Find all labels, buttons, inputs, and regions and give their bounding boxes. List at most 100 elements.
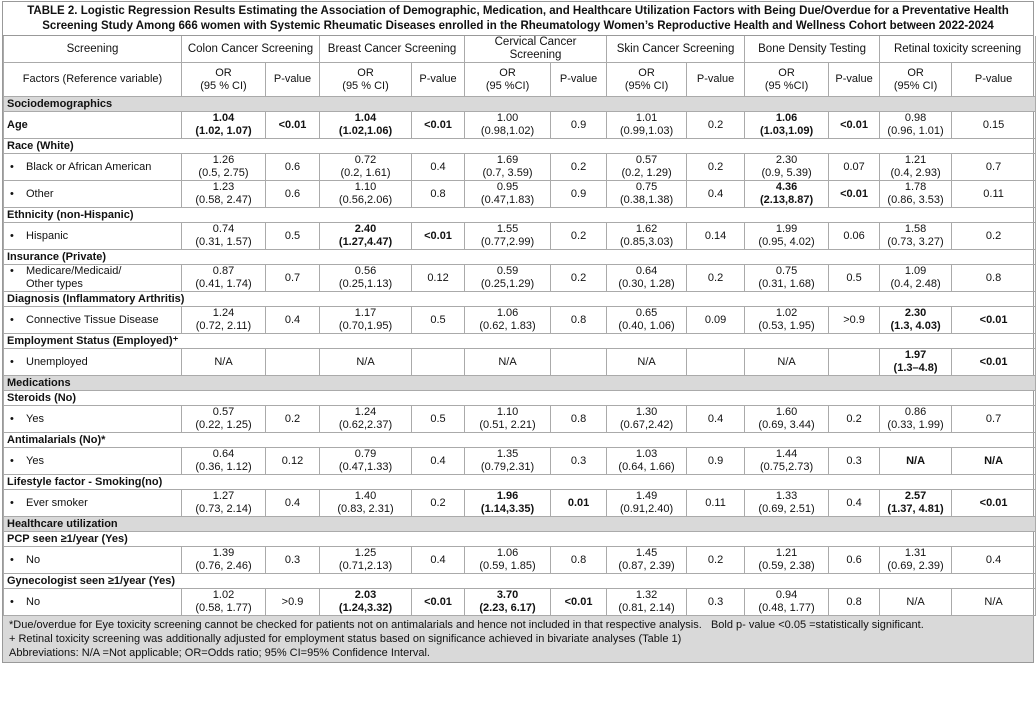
- p-value: 0.8: [570, 313, 587, 326]
- p-cell: 0.8: [411, 180, 466, 208]
- odds-ratio: N/A: [637, 355, 656, 368]
- p-value: <0.01: [278, 118, 307, 131]
- confidence-interval: (0.59, 1.85): [479, 560, 536, 572]
- p-value: 0.3: [846, 454, 862, 467]
- confidence-interval: (0.47,1.33): [338, 461, 393, 473]
- or-cell: 1.78 (0.86, 3.53): [879, 180, 953, 208]
- subsection-row: Lifestyle factor - Smoking(no): [2, 474, 1036, 490]
- odds-ratio: 0.72: [354, 154, 377, 166]
- p-value: 0.4: [985, 553, 1002, 566]
- odds-ratio: 1.40: [354, 490, 377, 502]
- group-header: Cervical Cancer Screening: [464, 36, 608, 63]
- confidence-interval: (0.62, 1.83): [479, 320, 536, 332]
- p-value: 0.5: [430, 313, 446, 326]
- odds-ratio: 1.02: [212, 589, 235, 601]
- p-cell: 0.4: [686, 405, 746, 433]
- p-cell: 0.01: [550, 489, 608, 517]
- p-value: 0.7: [284, 271, 301, 284]
- or-cell: N/A: [464, 348, 552, 376]
- or-cell: 0.59 (0.25,1.29): [464, 264, 552, 292]
- confidence-interval: (0.58, 2.47): [195, 194, 252, 206]
- odds-ratio: 1.09: [904, 265, 927, 277]
- confidence-interval: (0.62,2.37): [338, 419, 393, 431]
- confidence-interval: (0.2, 1.61): [340, 167, 391, 179]
- or-header: OR (95 %CI): [744, 62, 830, 97]
- subsection-row: PCP seen ≥1/year (Yes): [2, 531, 1036, 547]
- item-row: Age 1.04 (1.02, 1.07) <0.01 1.04 (1.02,1.06) <…: [3, 111, 1036, 139]
- p-cell: 0.06: [828, 222, 881, 250]
- p-cell: 0.5: [264, 222, 321, 250]
- p-cell: 0.15: [951, 111, 1036, 139]
- odds-ratio: 1.10: [354, 181, 377, 193]
- p-value: 0.7: [985, 412, 1002, 425]
- p-value: <0.01: [424, 118, 452, 131]
- or-cell: 0.57 (0.2, 1.29): [606, 153, 688, 181]
- row-label: No: [3, 588, 182, 616]
- odds-ratio: 0.57: [635, 154, 658, 166]
- confidence-interval: (0.77,2.99): [480, 236, 535, 248]
- or-cell: 2.57 (1.37, 4.81): [879, 489, 953, 517]
- p-cell: [828, 348, 881, 376]
- group-header: Skin Cancer Screening: [606, 36, 746, 63]
- section-row: Healthcare utilization: [2, 516, 1036, 532]
- p-cell: 0.09: [686, 306, 746, 334]
- or-cell: 0.72 (0.2, 1.61): [319, 153, 413, 181]
- confidence-interval: (2.13,8.87): [759, 194, 814, 206]
- p-cell: [411, 348, 466, 376]
- p-value: 0.4: [707, 187, 724, 200]
- odds-ratio: 1.35: [496, 448, 519, 460]
- p-cell: 0.12: [411, 264, 466, 292]
- p-header: P-value: [550, 62, 608, 97]
- confidence-interval: (0.71,2.13): [338, 560, 393, 572]
- p-cell: 0.3: [264, 546, 321, 574]
- or-cell: 1.06 (0.62, 1.83): [464, 306, 552, 334]
- odds-ratio: 0.64: [212, 448, 235, 460]
- odds-ratio: N/A: [777, 355, 796, 368]
- or-cell: 1.06 (0.59, 1.85): [464, 546, 552, 574]
- p-cell: N/A: [951, 447, 1036, 475]
- or-cell: 0.94 (0.48, 1.77): [744, 588, 830, 616]
- odds-ratio: 1.10: [496, 406, 519, 418]
- or-cell: 1.40 (0.83, 2.31): [319, 489, 413, 517]
- or-cell: 1.60 (0.69, 3.44): [744, 405, 830, 433]
- p-value: 0.01: [567, 496, 590, 509]
- odds-ratio: 1.44: [775, 448, 798, 460]
- p-value: <0.01: [979, 355, 1008, 368]
- p-value: 0.2: [707, 553, 724, 566]
- item-row: No1.02(0.58, 1.77)>0.92.03(1.24,3.32)<0.…: [3, 588, 1036, 616]
- p-value: 0.6: [284, 160, 301, 173]
- or-cell: 1.44 (0.75,2.73): [744, 447, 830, 475]
- confidence-interval: (1.03,1.09): [759, 125, 814, 137]
- confidence-interval: (1.02,1.06): [338, 125, 393, 137]
- p-value: 0.2: [846, 412, 862, 425]
- p-value: <0.01: [840, 187, 868, 200]
- odds-ratio: 0.86: [904, 406, 927, 418]
- p-value: 0.9: [570, 118, 587, 131]
- p-cell: <0.01: [951, 489, 1036, 517]
- p-value: 0.4: [430, 160, 446, 173]
- confidence-interval: (0.31, 1.68): [758, 278, 815, 290]
- confidence-interval: (0.98,1.02): [480, 125, 535, 137]
- odds-ratio: N/A: [214, 355, 233, 368]
- odds-ratio: 1.96: [496, 490, 519, 502]
- p-cell: 0.3: [828, 447, 881, 475]
- p-cell: 0.8: [550, 306, 608, 334]
- odds-ratio: 1.78: [904, 181, 927, 193]
- p-cell: 0.8: [828, 588, 881, 616]
- odds-ratio: 1.21: [775, 547, 798, 559]
- p-value: 0.5: [284, 229, 301, 242]
- or-cell: 1.99 (0.95, 4.02): [744, 222, 830, 250]
- p-header: P-value: [686, 62, 746, 97]
- or-cell: 1.31 (0.69, 2.39): [879, 546, 953, 574]
- or-cell: 1.26 (0.5, 2.75): [181, 153, 266, 181]
- p-value: 0.06: [843, 229, 865, 242]
- p-header: P-value: [951, 62, 1036, 97]
- confidence-interval: (0.85,3.03): [619, 236, 674, 248]
- or-cell: 0.74 (0.31, 1.57): [181, 222, 266, 250]
- or-cell: 1.62 (0.85,3.03): [606, 222, 688, 250]
- odds-ratio: 2.03: [354, 589, 377, 601]
- or-cell: 1.49 (0.91,2.40): [606, 489, 688, 517]
